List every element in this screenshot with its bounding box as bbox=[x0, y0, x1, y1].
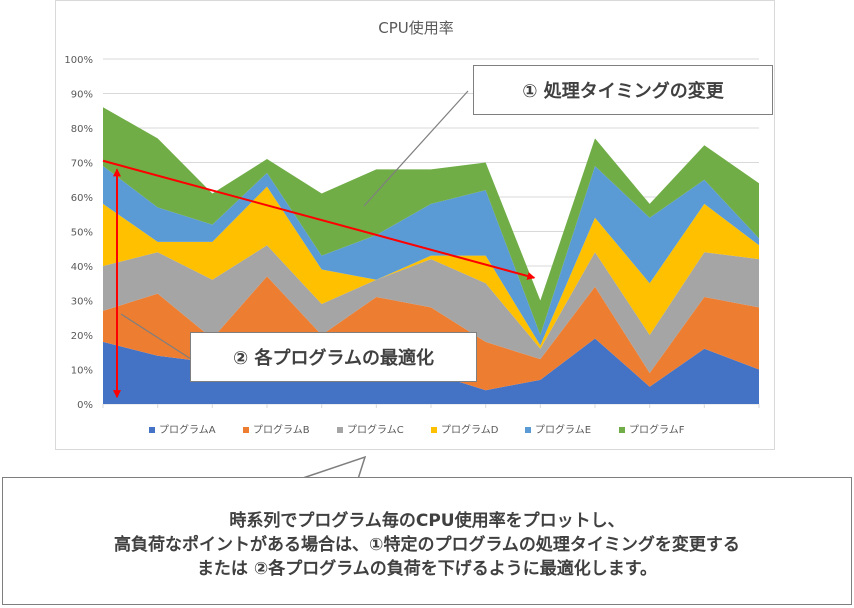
y-tick-label: 20% bbox=[71, 331, 93, 342]
y-tick-label: 0% bbox=[77, 400, 93, 411]
timing-shift-arrow bbox=[102, 159, 536, 280]
area-プログラムD bbox=[103, 186, 759, 349]
y-tick-label: 100% bbox=[64, 55, 93, 66]
y-tick-label: 30% bbox=[71, 297, 93, 308]
area-プログラムA bbox=[103, 338, 759, 404]
chart-title: CPU使用率 bbox=[378, 19, 454, 37]
area-プログラムC bbox=[103, 245, 759, 373]
y-axis-ticks: 0% 10% 20% 30% 40% 50% 60% 70% 80% 90% 100% bbox=[64, 55, 93, 411]
y-tick-label: 70% bbox=[71, 159, 93, 170]
legend-swatch bbox=[337, 427, 343, 433]
legend-swatch bbox=[243, 427, 249, 433]
annotations bbox=[102, 90, 536, 399]
legend-label: プログラムF bbox=[629, 423, 685, 436]
summary-line-3: または ②各プログラムの負荷を下げるように最適化します。 bbox=[196, 559, 658, 579]
legend-label: プログラムD bbox=[441, 423, 499, 436]
y-tick-label: 10% bbox=[71, 366, 93, 377]
callout-timing-change: ① 処理タイミングの変更 bbox=[473, 65, 773, 115]
summary-line-2: 高負荷なポイントがある場合は、①特定のプログラムの処理タイミングを変更する bbox=[114, 535, 740, 555]
y-tick-label: 90% bbox=[71, 90, 93, 101]
legend-swatch bbox=[619, 427, 625, 433]
callout-2-leader bbox=[120, 313, 192, 360]
summary-box: 時系列でプログラム毎のCPU使用率をプロットし、 高負荷なポイントがある場合は、… bbox=[2, 477, 852, 605]
legend-label: プログラムC bbox=[347, 423, 404, 436]
legend-label: プログラムB bbox=[253, 423, 310, 436]
y-tick-label: 50% bbox=[71, 228, 93, 239]
callout-program-optimization: ② 各プログラムの最適化 bbox=[190, 332, 477, 382]
summary-line-1: 時系列でプログラム毎のCPU使用率をプロットし、 bbox=[229, 511, 625, 531]
legend-swatch bbox=[525, 427, 531, 433]
y-tick-label: 80% bbox=[71, 124, 93, 135]
legend-label: プログラムE bbox=[535, 423, 591, 436]
y-tick-label: 60% bbox=[71, 193, 93, 204]
y-tick-label: 40% bbox=[71, 262, 93, 273]
callout-1-leader bbox=[363, 90, 469, 207]
legend-swatch bbox=[431, 427, 437, 433]
legend-label: プログラムA bbox=[159, 423, 216, 436]
legend-swatch bbox=[149, 427, 155, 433]
area-プログラムF bbox=[103, 107, 759, 335]
area-プログラムE bbox=[103, 165, 759, 346]
callout-program-optimization-label: ② 各プログラムの最適化 bbox=[233, 348, 434, 369]
callout-timing-change-label: ① 処理タイミングの変更 bbox=[522, 81, 724, 102]
legend: プログラムA プログラムB プログラムC プログラムD プログラムE プログラムF bbox=[149, 423, 685, 436]
